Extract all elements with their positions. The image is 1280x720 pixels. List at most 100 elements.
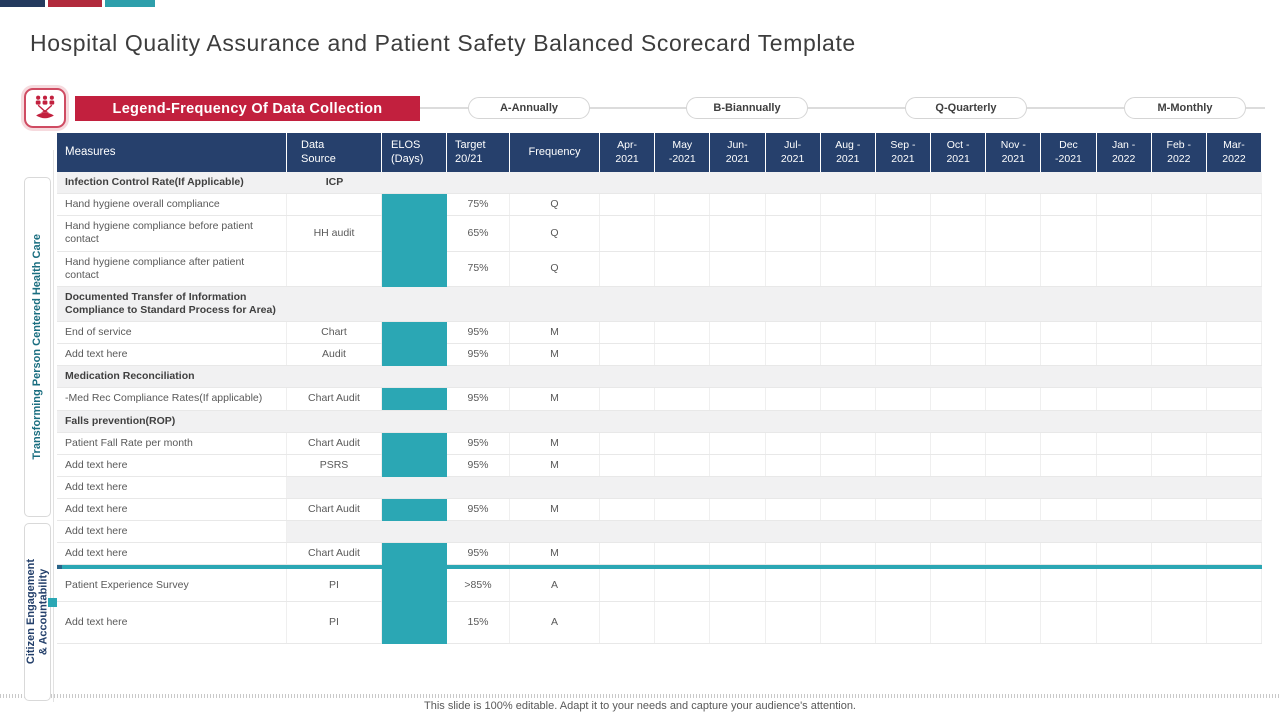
legend-pill-biannually[interactable]: B-Biannually: [686, 97, 808, 119]
month-cell: [600, 388, 656, 410]
month-cell: [1152, 344, 1207, 366]
scorecard-table: Measures Data Source ELOS (Days) Target …: [57, 133, 1263, 645]
month-cell: [766, 366, 821, 387]
month-cell: [1041, 454, 1097, 476]
elos-cell: [382, 172, 447, 193]
month-cell: [1097, 366, 1152, 387]
month-header: Dec -2021: [1041, 133, 1097, 172]
month-cell: [1152, 366, 1207, 387]
month-cell: [1097, 388, 1152, 410]
month-cell: [821, 216, 876, 251]
data-source-cell: Chart: [287, 322, 382, 344]
data-source-cell: [287, 521, 382, 543]
month-cell: [655, 569, 711, 602]
legend-title: Legend-Frequency Of Data Collection: [75, 96, 420, 121]
legend-pill-quarterly[interactable]: Q-Quarterly: [905, 97, 1027, 119]
measure-cell: Patient Experience Survey: [57, 569, 287, 602]
month-cell: [931, 388, 987, 410]
side-label-transforming-person-centered: Transforming Person Centered Health Care: [24, 177, 51, 517]
month-cell: [986, 322, 1042, 344]
month-cell: [655, 344, 711, 366]
month-cell: [600, 251, 656, 286]
month-cell: [876, 287, 931, 321]
month-cell: [1041, 499, 1097, 521]
month-cell: [821, 366, 876, 387]
month-cell: [986, 388, 1042, 410]
month-cell: [1207, 322, 1263, 344]
month-cell: [600, 344, 656, 366]
month-cell: [821, 454, 876, 476]
data-source-cell: HH audit: [287, 216, 382, 251]
frequency-cell: Q: [510, 194, 600, 216]
month-cell: [1152, 322, 1207, 344]
frequency-cell: M: [510, 432, 600, 454]
frequency-cell: [510, 172, 600, 193]
elos-cell: [382, 521, 447, 543]
month-header: Jun- 2021: [710, 133, 766, 172]
month-cell: [655, 432, 711, 454]
elos-bar: [382, 322, 447, 366]
month-cell: [820, 476, 876, 498]
month-cell: [876, 172, 931, 193]
month-cell: [876, 499, 932, 521]
month-cell: [1041, 344, 1097, 366]
month-cell: [1207, 388, 1263, 410]
month-cell: [1207, 454, 1263, 476]
month-cell: [600, 476, 656, 498]
month-cell: [931, 569, 987, 602]
month-cell: [655, 172, 710, 193]
month-cell: [986, 194, 1042, 216]
month-cell: [931, 476, 987, 498]
side-label-text: Citizen Engagement & Accountability: [24, 559, 50, 665]
month-header: Mar- 2022: [1206, 133, 1263, 172]
target-cell: 95%: [447, 499, 510, 521]
target-cell: [447, 411, 510, 432]
month-header: Oct - 2021: [931, 133, 987, 172]
month-cell: [1207, 602, 1263, 644]
month-cell: [876, 569, 932, 602]
month-cell: [1041, 521, 1097, 543]
frequency-cell: M: [510, 499, 600, 521]
month-cell: [931, 521, 987, 543]
frequency-cell: M: [510, 344, 600, 366]
month-cell: [1097, 322, 1152, 344]
data-source-cell: Audit: [287, 344, 382, 366]
elos-cell: [382, 287, 447, 321]
month-header: Nov - 2021: [986, 133, 1042, 172]
month-cell: [1097, 216, 1152, 251]
table-row: Add text here Chart Audit 95% M: [57, 543, 1263, 566]
month-cell: [876, 194, 932, 216]
month-header: Jan - 2022: [1096, 133, 1152, 172]
target-cell: 75%: [447, 251, 510, 286]
month-cell: [1041, 602, 1097, 644]
month-cell: [1207, 194, 1263, 216]
month-cell: [821, 344, 876, 366]
data-source-cell: Chart Audit: [287, 499, 382, 521]
month-cell: [821, 322, 876, 344]
target-cell: 95%: [447, 454, 510, 476]
month-cell: [766, 172, 821, 193]
measure-cell: Add text here: [57, 521, 287, 543]
month-cell: [655, 543, 711, 565]
month-cell: [1207, 251, 1263, 286]
month-cell: [986, 216, 1042, 251]
month-cell: [1152, 543, 1207, 565]
month-cell: [1152, 287, 1207, 321]
month-cell: [710, 344, 766, 366]
measure-cell: Medication Reconciliation: [65, 370, 195, 383]
month-cell: [1152, 432, 1207, 454]
month-cell: [876, 411, 931, 432]
month-cell: [821, 172, 876, 193]
month-cell: [710, 172, 765, 193]
legend-pill-annually[interactable]: A-Annually: [468, 97, 590, 119]
month-cell: [766, 602, 821, 644]
month-cell: [710, 366, 765, 387]
month-cell: [986, 172, 1041, 193]
legend-pill-monthly[interactable]: M-Monthly: [1124, 97, 1246, 119]
frequency-cell: Q: [510, 216, 600, 251]
measure-cell: Add text here: [57, 454, 287, 476]
month-cell: [766, 499, 821, 521]
table-row: Add text here PSRS 95% M: [57, 454, 1263, 477]
elos-cell: [382, 476, 447, 498]
month-cell: [710, 602, 766, 644]
